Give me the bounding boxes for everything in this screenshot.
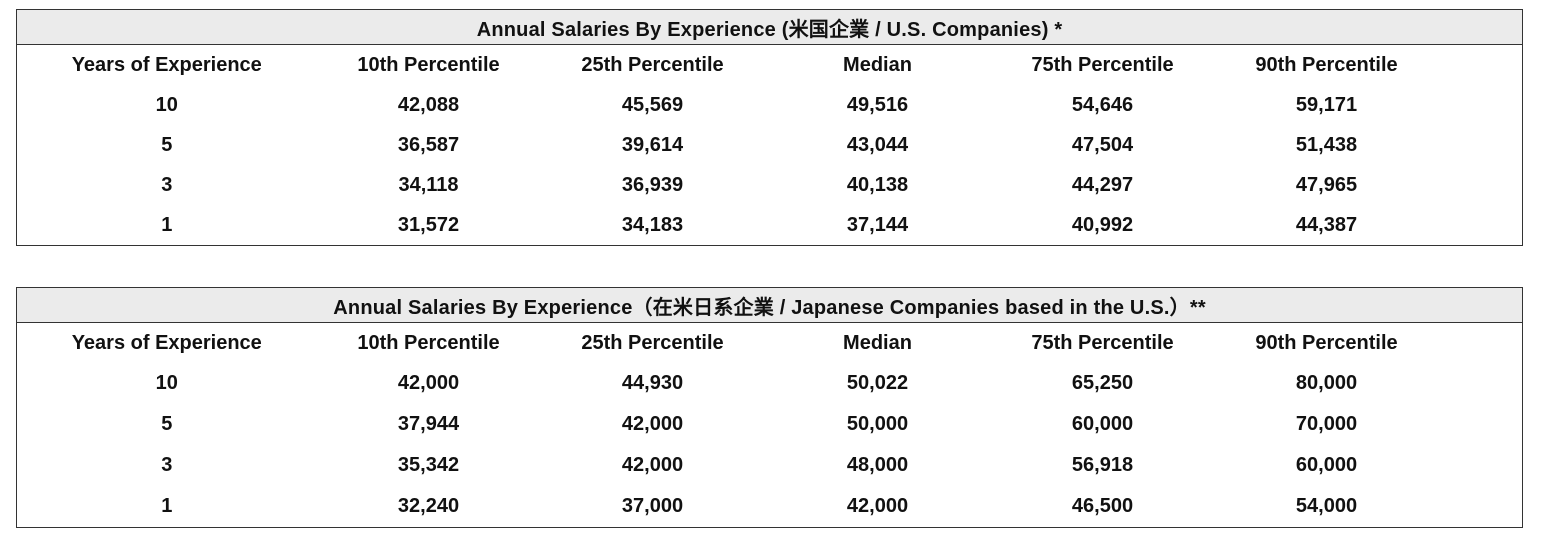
column-header: 75th Percentile (1031, 331, 1174, 354)
table-cell: 59,171 (1295, 93, 1358, 116)
table-cell: 51,438 (1295, 133, 1358, 156)
table-row: 1 31,572 34,183 37,144 40,992 44,387 (17, 205, 1523, 246)
table-cell: 49,516 (846, 93, 909, 116)
table-cell: 31,572 (397, 213, 460, 236)
spacer-cell (1439, 445, 1523, 486)
table-cell: 39,614 (621, 133, 684, 156)
table-cell: 60,000 (1295, 454, 1358, 476)
column-header: 75th Percentile (1031, 53, 1174, 76)
table-cell: 46,500 (1071, 495, 1134, 517)
table-cell: 43,044 (846, 133, 909, 156)
table-cell: 50,022 (846, 372, 909, 394)
table-row: 3 34,118 36,939 40,138 44,297 47,965 (17, 165, 1523, 205)
table-cell: 48,000 (846, 454, 909, 476)
table-cell: 5 (161, 133, 173, 156)
table-cell: 47,965 (1295, 173, 1358, 196)
spacer-cell (1439, 45, 1523, 86)
table-cell: 37,000 (621, 495, 684, 517)
table-cell: 10 (155, 372, 178, 394)
table-cell: 54,000 (1295, 495, 1358, 517)
table-cell: 44,387 (1295, 213, 1358, 236)
table-cell: 36,939 (621, 173, 684, 196)
table-row: 5 36,587 39,614 43,044 47,504 51,438 (17, 125, 1523, 165)
us-companies-salary-table: Annual Salaries By Experience (米国企業 / U.… (16, 9, 1524, 246)
spacer-cell (1439, 125, 1523, 165)
table-cell: 37,144 (846, 213, 909, 236)
table-cell: 36,587 (397, 133, 460, 156)
column-header: Years of Experience (71, 331, 262, 354)
table-cell: 44,930 (621, 372, 684, 394)
table-cell: 42,000 (621, 413, 684, 435)
header-row: Years of Experience 10th Percentile 25th… (17, 45, 1523, 86)
table-cell: 56,918 (1071, 454, 1134, 476)
column-header: Median (843, 53, 912, 76)
table-cell: 42,000 (846, 495, 909, 517)
table-row: 3 35,342 42,000 48,000 56,918 60,000 (17, 445, 1523, 486)
table-cell: 45,569 (621, 93, 684, 116)
table-cell: 42,000 (621, 454, 684, 476)
table-cell: 42,000 (397, 372, 460, 394)
table-cell: 3 (161, 454, 173, 476)
spacer-cell (1439, 205, 1523, 246)
table-cell: 50,000 (846, 413, 909, 435)
column-header: Years of Experience (71, 53, 262, 76)
table-title: Annual Salaries By Experience (米国企業 / U.… (16, 9, 1523, 45)
table-cell: 1 (161, 495, 173, 517)
table-cell: 34,118 (398, 173, 459, 196)
table-row: 1 32,240 37,000 42,000 46,500 54,000 (17, 486, 1523, 528)
table-cell: 70,000 (1295, 413, 1358, 435)
table-row: 5 37,944 42,000 50,000 60,000 70,000 (17, 404, 1523, 445)
table-cell: 35,342 (397, 454, 460, 476)
column-header: 10th Percentile (357, 331, 500, 354)
table-cell: 37,944 (397, 413, 460, 435)
column-header: 90th Percentile (1255, 53, 1398, 76)
table-cell: 42,088 (397, 93, 460, 116)
table-cell: 32,240 (397, 495, 460, 517)
table-cell: 40,992 (1071, 213, 1134, 236)
table-cell: 1 (161, 213, 173, 236)
table-row: 10 42,088 45,569 49,516 54,646 59,171 (17, 85, 1523, 125)
table-cell: 65,250 (1071, 372, 1134, 394)
table-cell: 44,297 (1071, 173, 1134, 196)
column-header: 90th Percentile (1255, 331, 1398, 354)
table-cell: 47,504 (1071, 133, 1134, 156)
table-row: 10 42,000 44,930 50,022 65,250 80,000 (17, 363, 1523, 404)
spacer-cell (1439, 363, 1523, 404)
table-cell: 60,000 (1071, 413, 1134, 435)
spacer-cell (1439, 165, 1523, 205)
table-title: Annual Salaries By Experience（在米日系企業 / J… (16, 287, 1523, 323)
table-cell: 3 (161, 173, 173, 196)
table-cell: 10 (155, 93, 178, 116)
column-header: 25th Percentile (581, 331, 724, 354)
table-cell: 40,138 (846, 173, 909, 196)
table-cell: 34,183 (621, 213, 684, 236)
column-header: Median (843, 331, 912, 354)
column-header: 10th Percentile (357, 53, 500, 76)
table-cell: 5 (161, 413, 173, 435)
spacer-cell (1439, 85, 1523, 125)
spacer-cell (1439, 323, 1523, 364)
column-header: 25th Percentile (581, 53, 724, 76)
spacer-cell (1439, 486, 1523, 528)
table-cell: 80,000 (1295, 372, 1358, 394)
spacer-cell (1439, 404, 1523, 445)
table-cell: 54,646 (1071, 93, 1134, 116)
header-row: Years of Experience 10th Percentile 25th… (17, 323, 1523, 364)
japanese-companies-salary-table: Annual Salaries By Experience（在米日系企業 / J… (16, 287, 1524, 528)
